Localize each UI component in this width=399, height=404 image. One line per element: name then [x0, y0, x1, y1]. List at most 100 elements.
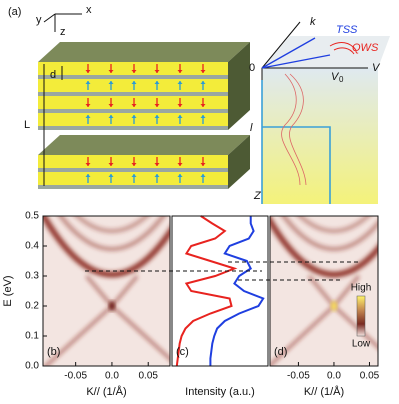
- origin-label: 0: [249, 62, 255, 74]
- spacer: [38, 185, 228, 189]
- spin-head: [177, 174, 183, 177]
- charts: (b) K// (1/Å) E (eV) -0.05 0.0 0.05 0.0 0.1 0.2 0…: [2, 211, 380, 398]
- x-tick-label: -0.05: [64, 371, 87, 382]
- spin-head: [154, 104, 160, 107]
- spin-head: [85, 174, 91, 177]
- spin-head: [154, 70, 160, 73]
- y-tick-label: 0.2: [25, 301, 39, 312]
- schematic-lines: [261, 21, 368, 204]
- colorbar-label: Low: [352, 339, 371, 350]
- layer: [38, 96, 228, 109]
- spacer: [38, 109, 228, 113]
- spin-head: [85, 104, 91, 107]
- panel-frame: [42, 215, 171, 367]
- spin-head: [108, 115, 114, 118]
- qws-label: QWS: [352, 42, 379, 54]
- layer: [38, 62, 228, 75]
- slab-side: [228, 42, 250, 130]
- spacer: [38, 75, 228, 79]
- axis-label: x: [86, 4, 92, 16]
- spin-head: [85, 115, 91, 118]
- y-tick-label: 0.0: [25, 361, 39, 372]
- dirac-point: [330, 301, 337, 311]
- y-tick-label: 0.3: [25, 271, 39, 282]
- panel-label: (d): [274, 346, 287, 358]
- band: [58, 216, 166, 252]
- band: [43, 216, 170, 278]
- spin-head: [108, 174, 114, 177]
- spin-head: [200, 115, 206, 118]
- spin-head: [200, 70, 206, 73]
- panel-label: (c): [176, 346, 189, 358]
- k-label: k: [310, 16, 316, 28]
- length-arrow: [43, 64, 63, 186]
- spin-head: [200, 81, 206, 84]
- potential-box: [262, 68, 378, 204]
- spin-head: [85, 70, 91, 73]
- axis-label: z: [60, 26, 66, 38]
- y-tick-label: 0.1: [25, 331, 39, 342]
- v0-subscript: 0: [339, 75, 344, 84]
- layer: [38, 113, 228, 126]
- x-tick-label: 0.05: [360, 371, 380, 382]
- slab-top: [38, 42, 250, 62]
- l-label: l: [250, 122, 253, 134]
- panel-frame: [269, 215, 379, 367]
- spin-head: [177, 115, 183, 118]
- panel-bg: [172, 216, 268, 366]
- band: [270, 216, 378, 278]
- spin-head: [154, 81, 160, 84]
- v0-label: V: [331, 71, 340, 83]
- spin-head: [177, 163, 183, 166]
- tss-label: TSS: [336, 24, 358, 36]
- spin-head: [131, 81, 137, 84]
- spin-head: [154, 163, 160, 166]
- axes-icon: [43, 13, 82, 32]
- spin-head: [177, 70, 183, 73]
- spin-head: [154, 174, 160, 177]
- spin-head: [85, 163, 91, 166]
- intensity-curve: [209, 216, 265, 366]
- x-tick-label: 0.0: [327, 371, 341, 382]
- x-axis-label: K// (1/Å): [86, 385, 126, 398]
- band: [297, 216, 371, 234]
- spacer: [38, 168, 228, 172]
- spin-head: [131, 163, 137, 166]
- x-tick-label: 0.0: [105, 371, 119, 382]
- spin-head: [108, 104, 114, 107]
- layer: [38, 79, 228, 92]
- band: [74, 216, 150, 234]
- z-label: Z: [253, 190, 262, 202]
- x-axis-label: Intensity (a.u.): [185, 386, 255, 398]
- axis-label: y: [36, 14, 42, 26]
- colorbar-label: High: [351, 283, 372, 294]
- intensity-curve: [175, 215, 238, 367]
- spin-head: [108, 81, 114, 84]
- slab-side: [228, 135, 250, 189]
- spin-head: [154, 115, 160, 118]
- spin-head: [200, 104, 206, 107]
- spin-head: [131, 104, 137, 107]
- x-tick-label: -0.05: [287, 371, 310, 382]
- y-tick-label: 0.4: [25, 241, 39, 252]
- spin-head: [131, 115, 137, 118]
- colorbar: [356, 295, 366, 337]
- spin-head: [108, 163, 114, 166]
- band: [281, 216, 378, 252]
- v-label: V: [372, 62, 381, 74]
- potential-top: [262, 36, 390, 68]
- length-label: L: [24, 119, 30, 131]
- y-axis-label: E (eV): [2, 275, 14, 306]
- spin-head: [177, 81, 183, 84]
- layer-stack: [38, 42, 250, 189]
- spin-head: [131, 174, 137, 177]
- spacer: [38, 126, 228, 130]
- dirac-point: [108, 301, 115, 311]
- x-axis-label: K// (1/Å): [304, 385, 344, 398]
- layer: [38, 155, 228, 168]
- spin-head: [200, 163, 206, 166]
- guide-lines: [85, 261, 358, 281]
- y-tick-label: 0.5: [25, 211, 39, 222]
- panel-frame: [171, 215, 269, 367]
